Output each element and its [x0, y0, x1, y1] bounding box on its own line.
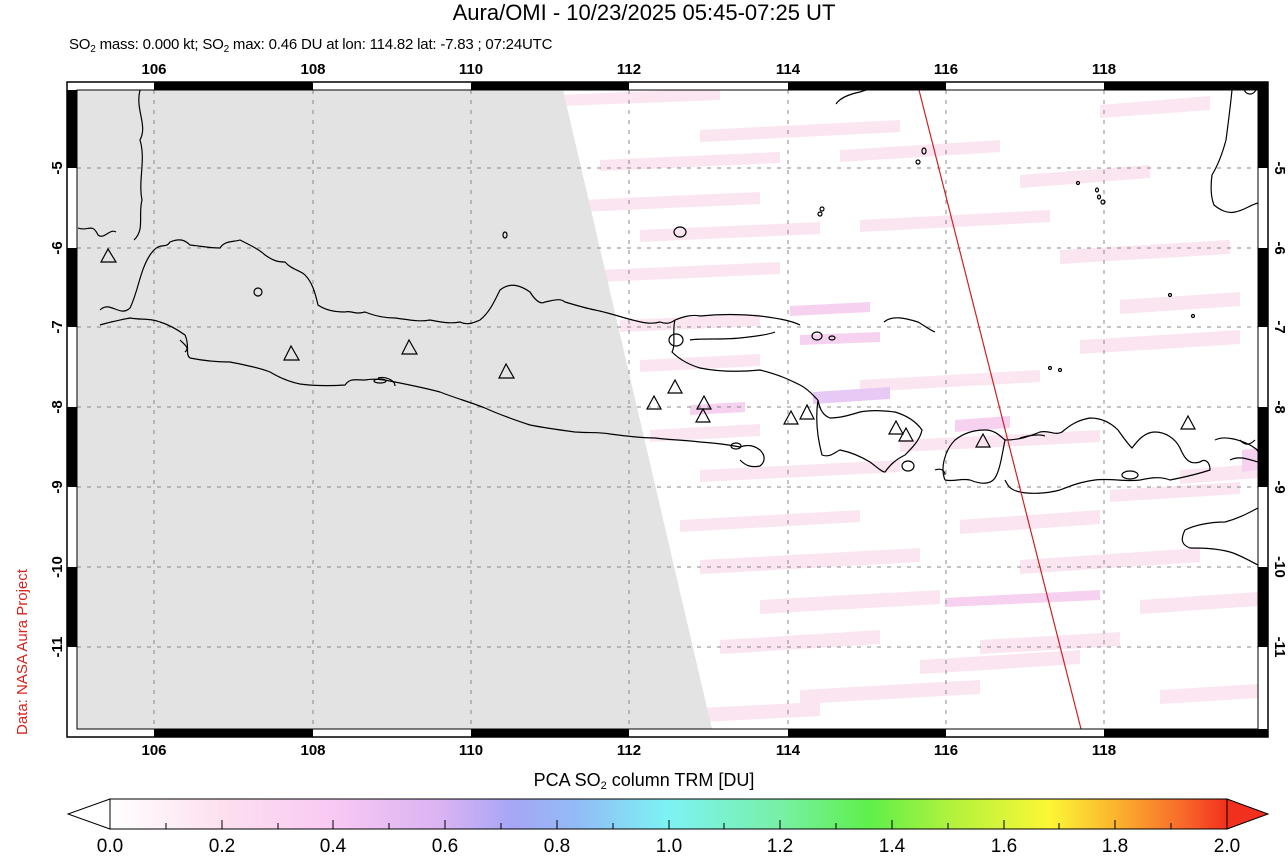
colorbar-label: 2.0 [1213, 836, 1241, 857]
no-data-region [77, 90, 712, 729]
volcano-icon [694, 407, 712, 423]
lat-label-left: -9 [49, 480, 66, 494]
lat-label-left: -5 [49, 161, 66, 175]
colorbar-label: 0.0 [96, 836, 124, 857]
lon-label-top: 118 [1091, 61, 1117, 78]
volcano-icon [666, 378, 684, 394]
volcano-icon [887, 419, 905, 435]
volcano-icon [401, 338, 419, 355]
map-title: Aura/OMI - 10/23/2025 05:45-07:25 UT [452, 0, 836, 25]
colorbar-label: 1.4 [878, 836, 906, 857]
volcano-icon [799, 403, 815, 420]
lat-label-right: -6 [1271, 241, 1288, 255]
volcano-icon [897, 426, 915, 442]
colorbar-title-text: PCA SO [533, 770, 601, 790]
lat-label-left: -11 [49, 636, 66, 658]
colorbar-title-subscript: 2 [600, 780, 607, 792]
map-frame [66, 81, 1269, 738]
lon-label-top: 110 [458, 61, 484, 78]
so2-data-pixels [560, 90, 1258, 724]
colorbar [66, 798, 1270, 830]
volcano-icon [782, 409, 800, 425]
coastlines [77, 90, 1258, 566]
lat-label-right: -5 [1271, 161, 1288, 175]
colorbar-label: 1.0 [655, 836, 683, 857]
so2-label: SO [202, 36, 224, 53]
colorbar-over-arrow [1226, 798, 1270, 830]
volcano-icon [645, 394, 663, 410]
lat-label-left: -7 [49, 320, 66, 334]
lat-label-right: -7 [1271, 320, 1288, 334]
so2-subscript: 2 [223, 44, 230, 55]
so2-mass-text: mass: 0.000 kt; [95, 36, 203, 53]
lat-label-right: -10 [1271, 556, 1288, 578]
lat-label-right: -9 [1271, 480, 1288, 494]
colorbar-label: 0.6 [431, 836, 459, 857]
lat-label-left: -8 [49, 400, 66, 414]
lat-label-right: -11 [1271, 636, 1288, 658]
lat-label-left: -10 [49, 556, 66, 578]
volcano-icon [1179, 414, 1197, 430]
lon-label-top: 114 [775, 61, 801, 78]
volcano-markers [99, 247, 1197, 448]
so2-subscript: 2 [90, 44, 96, 55]
lon-label-bottom: 116 [933, 742, 959, 759]
lon-label-bottom: 112 [616, 742, 642, 759]
lon-label-bottom: 110 [458, 742, 484, 759]
colorbar-label: 1.2 [766, 836, 794, 857]
volcano-icon [498, 362, 516, 379]
colorbar-under-arrow [66, 798, 111, 830]
colorbar-label: 1.8 [1101, 836, 1129, 857]
colorbar-label: 0.2 [208, 836, 236, 857]
lat-label-left: -6 [49, 241, 66, 255]
lon-label-top: 106 [141, 61, 167, 78]
lon-label-bottom: 114 [775, 742, 801, 759]
colorbar-title-text: column TRM [DU] [606, 770, 755, 790]
lon-label-top: 112 [616, 61, 642, 78]
graticule [77, 90, 1258, 729]
lon-label-bottom: 108 [300, 742, 326, 759]
volcano-icon [99, 247, 118, 263]
colorbar-label: 0.8 [543, 836, 571, 857]
lon-label-bottom: 106 [141, 742, 167, 759]
orbit-track-line [918, 90, 1082, 729]
colorbar-label: 0.4 [319, 836, 347, 857]
volcano-icon [695, 394, 713, 410]
lon-label-top: 116 [933, 61, 959, 78]
map-subtitle: SO2 mass: 0.000 kt; SO2 max: 0.46 DU at … [69, 36, 553, 55]
so2-map [66, 81, 1269, 738]
so2-label: SO [69, 36, 91, 53]
colorbar-ticks [165, 820, 1172, 829]
colorbar-label: 1.6 [990, 836, 1018, 857]
volcano-icon [283, 344, 301, 361]
colorbar-title: PCA SO2 column TRM [DU] [0, 770, 1288, 792]
so2-max-text: max: 0.46 DU at lon: 114.82 lat: -7.83 ;… [228, 36, 553, 53]
volcano-icon [974, 432, 992, 448]
lon-label-top: 108 [300, 61, 326, 78]
lon-label-bottom: 118 [1091, 742, 1117, 759]
lat-label-right: -8 [1271, 400, 1288, 414]
